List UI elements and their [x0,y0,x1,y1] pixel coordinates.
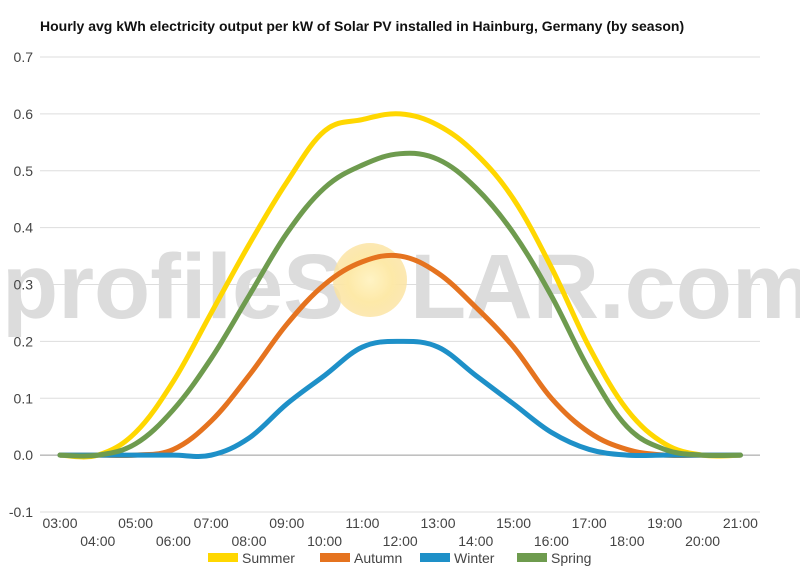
x-tick-label: 11:00 [345,515,379,531]
y-tick-label: 0.4 [14,220,34,236]
y-tick-label: 0.6 [14,106,34,122]
legend-label-spring: Spring [551,550,591,566]
x-tick-label: 08:00 [231,533,266,549]
x-tick-label: 17:00 [572,515,607,531]
series-line-spring [57,150,743,459]
x-tick-label: 16:00 [534,533,569,549]
x-tick-label: 20:00 [685,533,720,549]
x-tick-label: 09:00 [269,515,304,531]
legend-swatch-spring [517,553,547,562]
y-tick-label: 0.0 [14,447,34,463]
x-tick-label: 04:00 [80,533,115,549]
x-tick-label: 15:00 [496,515,531,531]
x-tick-label: 05:00 [118,515,153,531]
series-line-autumn [57,252,743,459]
x-axis-ticks: 03:0004:0005:0006:0007:0008:0009:0010:00… [42,515,758,549]
legend-swatch-winter [420,553,450,562]
watermark: profileS LAR.com [2,236,800,338]
x-tick-label: 21:00 [723,515,758,531]
y-tick-label: 0.2 [14,333,34,349]
y-tick-label: 0.5 [14,163,34,179]
y-tick-label: 0.3 [14,277,34,293]
series-lines [57,111,743,460]
legend-label-winter: Winter [454,550,495,566]
x-tick-label: 03:00 [42,515,77,531]
watermark-text-left: profileS [2,236,344,338]
x-tick-label: 18:00 [609,533,644,549]
x-tick-label: 06:00 [156,533,191,549]
chart-title: Hourly avg kWh electricity output per kW… [40,18,685,34]
legend-label-summer: Summer [242,550,295,566]
x-tick-label: 13:00 [420,515,455,531]
x-tick-label: 19:00 [647,515,682,531]
y-tick-label: -0.1 [9,504,33,520]
legend-swatch-summer [208,553,238,562]
series-line-winter [57,338,743,459]
legend: Summer Autumn Winter Spring [208,550,591,566]
series-line-summer [57,111,743,460]
legend-label-autumn: Autumn [354,550,402,566]
y-tick-label: 0.7 [14,49,34,65]
x-tick-label: 14:00 [458,533,493,549]
watermark-text-right: LAR.com [410,236,800,338]
y-tick-label: 0.1 [14,390,34,406]
x-tick-label: 10:00 [307,533,342,549]
x-tick-label: 07:00 [194,515,229,531]
x-tick-label: 12:00 [383,533,418,549]
legend-swatch-autumn [320,553,350,562]
y-axis-ticks: -0.1 0.0 0.1 0.2 0.3 0.4 0.5 0.6 0.7 [9,49,33,520]
watermark-sun-icon [333,243,407,317]
